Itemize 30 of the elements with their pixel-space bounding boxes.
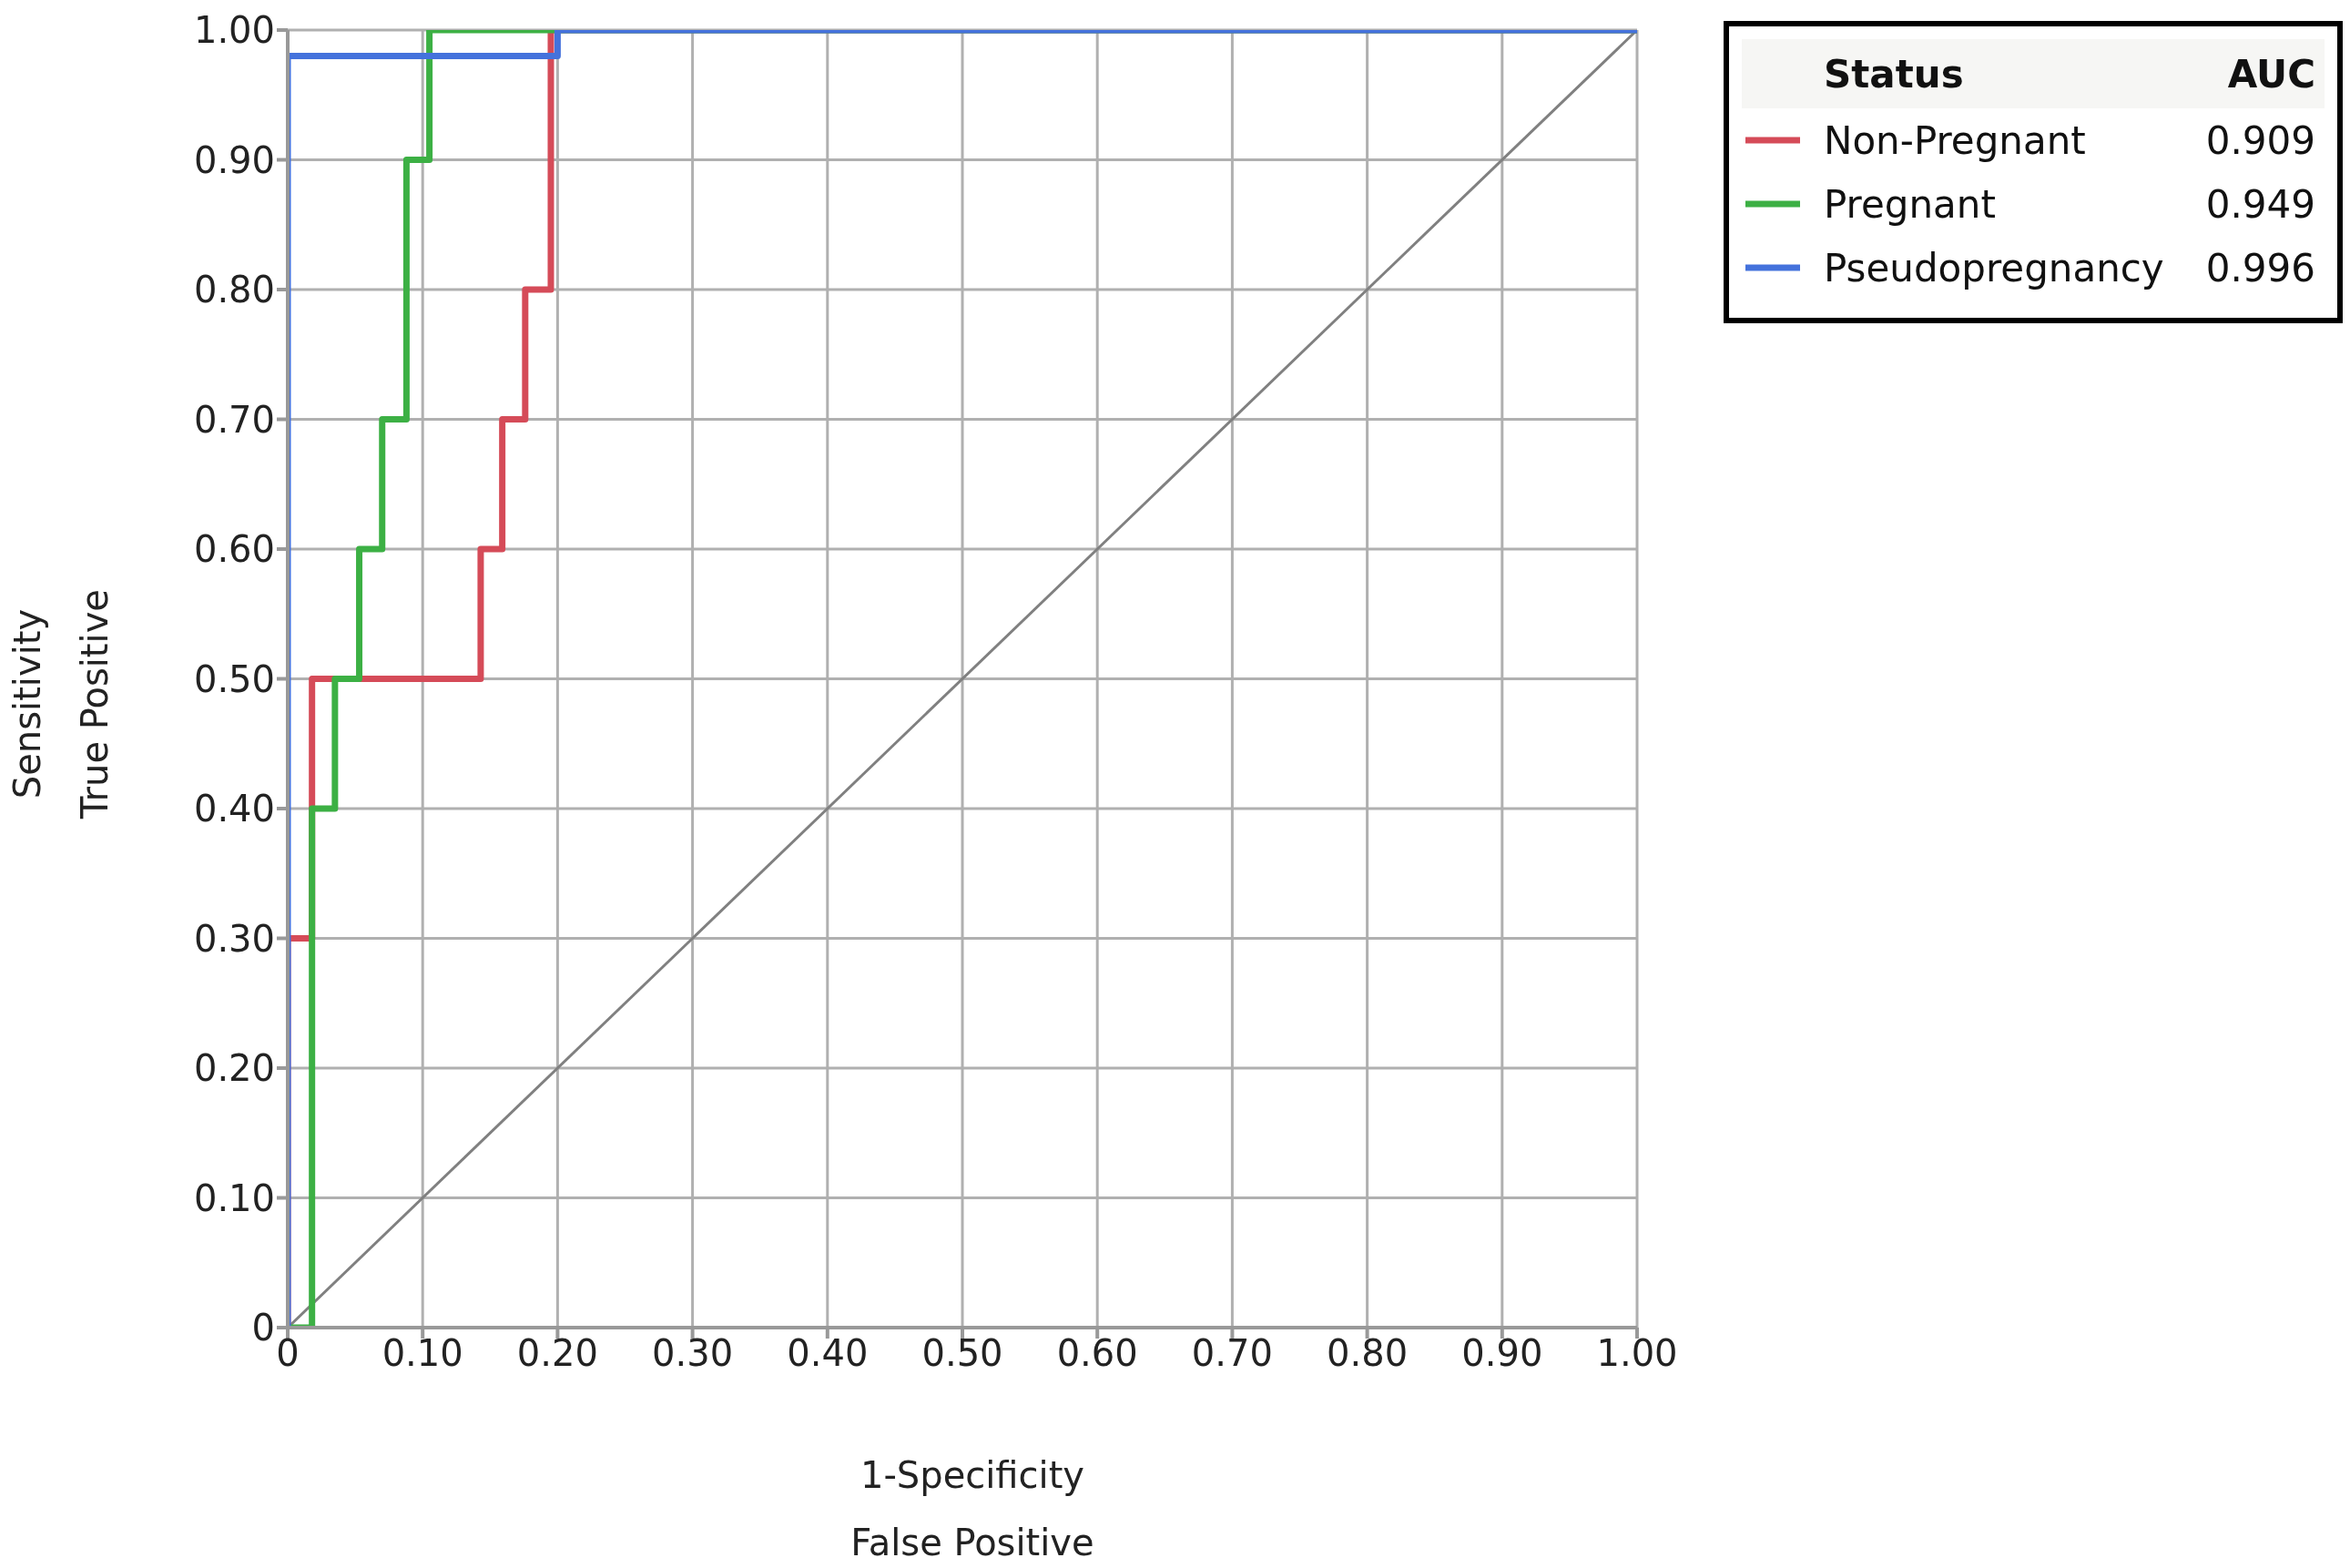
x-axis-title: 1-Specificity False Positive — [849, 1453, 1095, 1565]
text: 0.996 — [2205, 245, 2316, 290]
y-tick-label: 0.20 — [193, 1047, 275, 1090]
x-tick-label: 0.40 — [787, 1332, 869, 1375]
legend-title: Status — [1824, 51, 1965, 97]
text: 0.909 — [2205, 117, 2316, 163]
y-tick-label: 0.60 — [193, 528, 275, 571]
x-tick-label: 0.50 — [921, 1332, 1003, 1375]
y-tick-label: 0.70 — [193, 398, 275, 441]
x-tick-label: 0.30 — [652, 1332, 734, 1375]
y-tick-label: 0.90 — [193, 138, 275, 181]
x-tick-label: 0.70 — [1191, 1332, 1273, 1375]
text: AUC — [2227, 51, 2316, 97]
y-tick-label: 1.00 — [193, 9, 275, 52]
legend-label: Pregnant — [1824, 181, 1997, 227]
x-tick-label: 1.00 — [1596, 1332, 1678, 1375]
x-tick-label: 0.60 — [1056, 1332, 1138, 1375]
x-tick-label: 0.90 — [1461, 1332, 1543, 1375]
y-axis-title: Sensitivity True Positive — [5, 588, 117, 821]
x-tick-label: 0.80 — [1327, 1332, 1409, 1375]
x-tick-label: 0.20 — [516, 1332, 598, 1375]
legend-label: Pseudopregnancy — [1824, 245, 2165, 290]
legend-label: Non-Pregnant — [1824, 117, 2087, 163]
y-tick-label: 0.80 — [193, 269, 275, 311]
x-tick-label: 0.10 — [381, 1332, 463, 1375]
text: 0.949 — [2205, 181, 2316, 227]
y-tick-label: 0.40 — [193, 788, 275, 830]
y-tick-label: 0.30 — [193, 917, 275, 960]
y-tick-label: 0.10 — [193, 1176, 275, 1219]
y-tick-label: 0.50 — [193, 657, 275, 700]
